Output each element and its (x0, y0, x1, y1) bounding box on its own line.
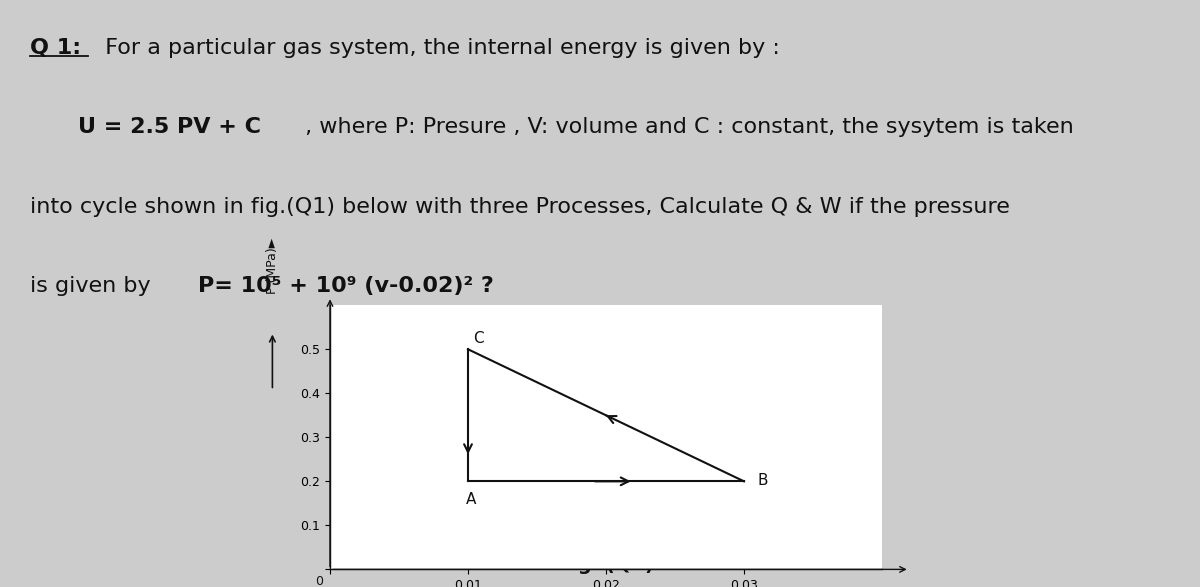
Text: C: C (474, 330, 484, 346)
Text: For a particular gas system, the internal energy is given by :: For a particular gas system, the interna… (91, 38, 780, 58)
Text: B: B (758, 473, 768, 488)
Text: Fig. (Q1): Fig. (Q1) (558, 555, 654, 573)
Text: P= 10⁵ + 10⁹ (v-0.02)² ?: P= 10⁵ + 10⁹ (v-0.02)² ? (198, 276, 494, 296)
Text: , where P: Presure , V: volume and C : constant, the sysytem is taken: , where P: Presure , V: volume and C : c… (298, 117, 1073, 137)
Text: A: A (466, 492, 476, 507)
Text: is given by: is given by (30, 276, 172, 296)
Text: into cycle shown in fig.(Q1) below with three Processes, Calculate Q & W if the : into cycle shown in fig.(Q1) below with … (30, 197, 1010, 217)
Text: P (MPa)►: P (MPa)► (266, 237, 278, 294)
Text: Q 1:: Q 1: (30, 38, 82, 58)
Text: U = 2.5 PV + C: U = 2.5 PV + C (78, 117, 262, 137)
Text: 0: 0 (316, 575, 323, 587)
Text: V (m³) →: V (m³) → (606, 531, 660, 544)
